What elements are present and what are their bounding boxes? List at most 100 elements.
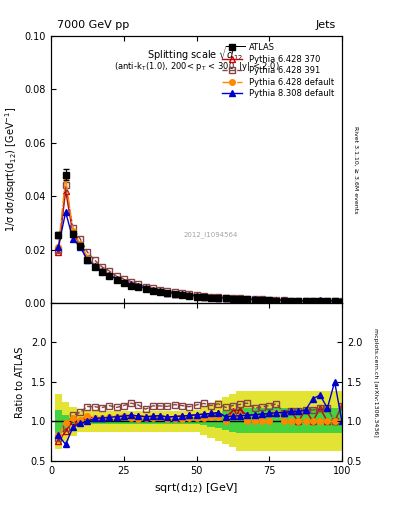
Pythia 6.428 370 [231,295,235,302]
Pythia 8.308 default [158,288,163,294]
Line: Pythia 8.308 default: Pythia 8.308 default [55,209,345,305]
Pythia 6.428 default [267,297,272,303]
Pythia 6.428 370 [274,297,279,303]
Pythia 8.308 default [143,285,148,291]
X-axis label: sqrt(d$_{12}$) [GeV]: sqrt(d$_{12}$) [GeV] [154,481,239,495]
Pythia 6.428 default [245,296,250,303]
Pythia 6.428 default [165,290,170,296]
Pythia 8.308 default [121,279,126,285]
Pythia 6.428 default [129,282,134,288]
Pythia 6.428 default [143,286,148,292]
Pythia 8.308 default [180,291,184,297]
Pythia 6.428 default [187,292,192,298]
Pythia 8.308 default [78,244,83,250]
Pythia 6.428 default [289,298,294,304]
Y-axis label: Rivet 3.1.10, ≥ 3.6M events: Rivet 3.1.10, ≥ 3.6M events [353,125,358,213]
Pythia 6.428 370 [303,298,308,304]
Pythia 6.428 370 [100,268,105,274]
Pythia 6.428 391 [274,297,279,303]
Pythia 6.428 370 [332,298,337,305]
Pythia 6.428 default [274,297,279,303]
Pythia 6.428 391 [194,292,199,298]
Pythia 6.428 default [296,298,301,304]
Pythia 6.428 370 [180,291,184,297]
Text: Jets: Jets [316,20,336,31]
Pythia 6.428 370 [209,294,213,300]
Pythia 6.428 391 [202,293,206,299]
Pythia 6.428 370 [260,296,264,303]
Pythia 8.308 default [332,297,337,304]
Pythia 6.428 370 [223,295,228,301]
Pythia 6.428 370 [107,272,112,278]
Pythia 6.428 default [238,296,242,302]
Pythia 6.428 391 [303,298,308,304]
Pythia 6.428 default [340,298,344,305]
Pythia 8.308 default [303,298,308,304]
Y-axis label: Ratio to ATLAS: Ratio to ATLAS [15,346,25,418]
Pythia 6.428 391 [71,225,75,231]
Pythia 6.428 default [332,298,337,305]
Pythia 6.428 391 [296,297,301,304]
Pythia 6.428 370 [78,241,83,247]
Pythia 6.428 370 [340,298,344,305]
Pythia 6.428 370 [194,293,199,299]
Pythia 8.308 default [223,295,228,301]
Pythia 8.308 default [107,272,112,278]
Line: Pythia 6.428 391: Pythia 6.428 391 [55,183,345,304]
Pythia 8.308 default [318,297,323,303]
Pythia 8.308 default [136,283,141,289]
Pythia 6.428 default [209,294,213,301]
Text: Splitting scale $\sqrt{d_{12}}$: Splitting scale $\sqrt{d_{12}}$ [147,44,246,62]
Pythia 8.308 default [274,297,279,303]
Pythia 8.308 default [56,244,61,250]
Pythia 6.428 370 [165,289,170,295]
Pythia 8.308 default [296,298,301,304]
Pythia 6.428 370 [71,230,75,237]
Pythia 6.428 370 [92,263,97,269]
Pythia 6.428 391 [310,298,315,304]
Pythia 6.428 default [202,294,206,300]
Pythia 6.428 391 [245,295,250,302]
Pythia 6.428 391 [332,298,337,305]
Pythia 6.428 391 [63,182,68,188]
Pythia 6.428 370 [158,288,163,294]
Pythia 6.428 default [260,297,264,303]
Pythia 6.428 391 [187,291,192,297]
Pythia 6.428 391 [143,284,148,290]
Pythia 6.428 370 [151,287,155,293]
Pythia 6.428 370 [289,297,294,304]
Pythia 8.308 default [194,293,199,299]
Pythia 8.308 default [231,295,235,302]
Pythia 6.428 391 [136,281,141,287]
Pythia 8.308 default [252,296,257,303]
Pythia 6.428 370 [281,297,286,303]
Pythia 8.308 default [202,293,206,300]
Pythia 6.428 default [92,263,97,269]
Pythia 6.428 391 [85,249,90,255]
Pythia 6.428 370 [187,292,192,298]
Pythia 6.428 391 [114,273,119,280]
Pythia 6.428 391 [267,296,272,303]
Pythia 6.428 370 [121,279,126,285]
Pythia 6.428 391 [151,285,155,291]
Text: 7000 GeV pp: 7000 GeV pp [57,20,129,31]
Pythia 6.428 default [56,244,61,250]
Pythia 8.308 default [63,209,68,215]
Pythia 8.308 default [325,297,330,304]
Pythia 8.308 default [85,257,90,263]
Pythia 6.428 default [85,254,90,261]
Text: 2012_I1094564: 2012_I1094564 [184,231,238,238]
Pythia 6.428 391 [340,298,344,305]
Pythia 6.428 default [194,293,199,300]
Pythia 6.428 370 [114,276,119,282]
Pythia 6.428 370 [238,295,242,302]
Pythia 6.428 391 [121,276,126,282]
Line: Pythia 6.428 default: Pythia 6.428 default [55,175,345,305]
Text: (anti-k$_\mathrm{T}$(1.0), 200< p$_\mathrm{T}$ < 300, |y| < 2.0): (anti-k$_\mathrm{T}$(1.0), 200< p$_\math… [114,60,279,73]
Pythia 6.428 391 [223,294,228,301]
Pythia 6.428 391 [238,295,242,302]
Pythia 6.428 391 [100,264,105,270]
Pythia 6.428 391 [107,268,112,274]
Pythia 6.428 391 [56,246,61,252]
Pythia 8.308 default [92,263,97,269]
